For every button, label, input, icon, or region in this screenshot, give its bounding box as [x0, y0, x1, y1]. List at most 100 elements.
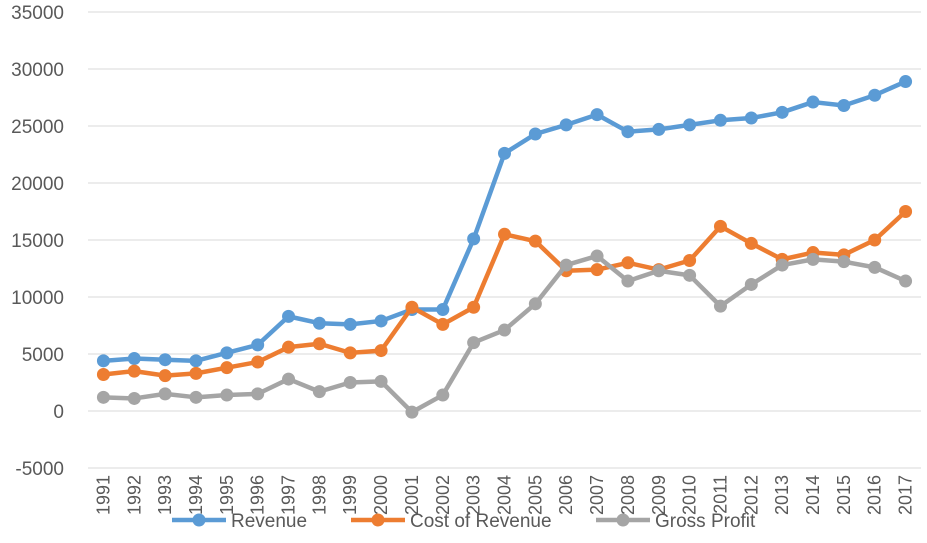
y-tick-label: 5000 [22, 345, 64, 366]
legend: Revenue Cost of Revenue Gross Profit [172, 511, 756, 532]
x-tick-label: 2000 [371, 475, 391, 515]
data-point [590, 249, 604, 263]
data-point [158, 353, 172, 367]
data-point [405, 300, 419, 314]
y-axis-tick-labels: -5000 0 5000 10000 15000 20000 25000 30000 35000 [11, 3, 64, 480]
data-point [312, 316, 326, 330]
series-lines [96, 75, 913, 419]
data-point [868, 233, 882, 247]
x-tick-label: 2009 [649, 475, 669, 515]
data-point [899, 75, 913, 89]
data-point [498, 146, 511, 160]
data-point [683, 118, 697, 132]
data-point [744, 236, 758, 250]
x-tick-label: 2004 [495, 475, 515, 515]
data-point [528, 234, 542, 248]
y-tick-label: 0 [53, 402, 64, 423]
data-point [158, 369, 172, 383]
y-tick-label: 20000 [11, 174, 64, 195]
data-point [744, 277, 758, 291]
data-point [899, 205, 913, 218]
x-axis-tick-labels: 1991 1992 1993 1994 1995 1996 1997 1998 1999 2000… [93, 475, 915, 515]
series-revenue [96, 75, 913, 368]
data-point [713, 113, 727, 127]
data-point [220, 361, 234, 375]
data-point [621, 256, 635, 270]
data-point [251, 338, 265, 352]
x-tick-label: 1993 [155, 475, 175, 515]
y-tick-label: 25000 [11, 117, 64, 138]
x-tick-label: 1996 [248, 475, 268, 515]
data-point [127, 391, 141, 405]
data-point [559, 258, 573, 272]
x-tick-label: 2017 [896, 475, 916, 515]
data-point [652, 122, 666, 136]
data-point [343, 346, 357, 360]
y-tick-label: 10000 [11, 288, 64, 309]
data-point [436, 317, 450, 331]
data-point [374, 344, 388, 358]
data-point [189, 390, 203, 404]
data-point [775, 258, 789, 272]
data-point [282, 372, 296, 386]
x-tick-label: 1999 [340, 475, 360, 515]
data-point [683, 254, 697, 268]
data-point [127, 364, 141, 378]
data-point [713, 299, 727, 313]
data-point [96, 368, 110, 382]
legend-label: Revenue [231, 511, 307, 532]
data-point [590, 263, 604, 277]
x-tick-label: 2015 [834, 475, 854, 515]
data-point [220, 346, 234, 360]
data-point [621, 125, 635, 139]
legend-item: Revenue [172, 511, 307, 532]
data-point [868, 88, 882, 102]
x-tick-label: 2003 [464, 475, 484, 515]
series-cost-of-revenue [96, 205, 913, 383]
data-point [158, 387, 172, 401]
data-point [251, 355, 265, 369]
y-tick-label: 15000 [11, 231, 64, 252]
data-point [806, 95, 820, 109]
data-point [374, 314, 388, 328]
legend-swatch-marker [616, 513, 630, 527]
x-tick-label: 1997 [279, 475, 299, 515]
data-point [220, 388, 234, 402]
x-tick-label: 2001 [402, 475, 422, 515]
legend-item: Cost of Revenue [351, 511, 552, 532]
x-tick-label: 2014 [803, 475, 823, 515]
data-point [312, 337, 326, 351]
data-point [837, 98, 851, 112]
data-point [467, 232, 481, 246]
data-point [251, 387, 265, 401]
x-tick-label: 1992 [124, 475, 144, 515]
data-point [652, 264, 666, 278]
series-gross-profit [96, 249, 913, 419]
x-tick-label: 2010 [680, 475, 700, 515]
data-point [374, 374, 388, 388]
data-point [775, 105, 789, 119]
x-tick-label: 2006 [556, 475, 576, 515]
data-point [282, 309, 296, 323]
data-point [837, 255, 851, 269]
legend-item: Gross Profit [596, 511, 756, 532]
legend-swatch-marker [371, 513, 385, 527]
data-point [96, 390, 110, 404]
data-point [899, 274, 913, 288]
x-tick-label: 1995 [217, 475, 237, 515]
data-point [189, 366, 203, 380]
data-point [189, 354, 203, 368]
legend-swatch-marker [192, 513, 206, 527]
data-point [744, 111, 758, 125]
data-point [683, 268, 697, 282]
x-tick-label: 2007 [587, 475, 607, 515]
data-point [405, 405, 419, 419]
data-point [806, 252, 820, 266]
data-point [559, 118, 573, 132]
data-point [343, 376, 357, 389]
x-tick-label: 2011 [710, 475, 730, 514]
data-point [528, 297, 542, 311]
x-tick-label: 2016 [865, 475, 885, 515]
y-tick-label: -5000 [15, 459, 64, 480]
data-point [436, 388, 450, 402]
